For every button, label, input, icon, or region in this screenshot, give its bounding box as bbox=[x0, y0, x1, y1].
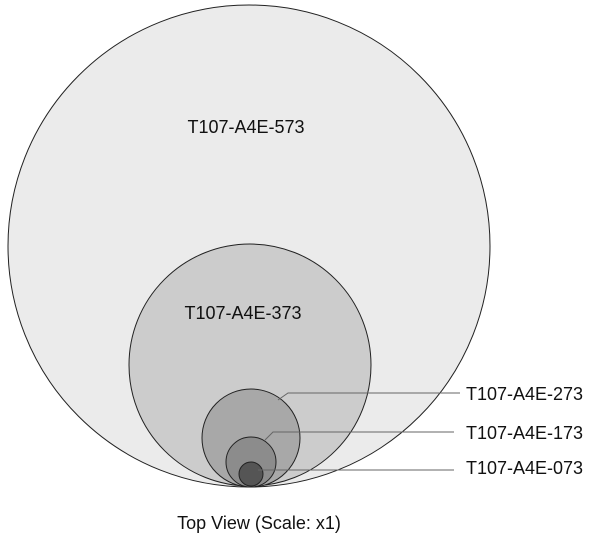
view-caption: Top View (Scale: x1) bbox=[177, 513, 341, 533]
part-573-label: T107-A4E-573 bbox=[187, 117, 304, 137]
part-373-label: T107-A4E-373 bbox=[184, 303, 301, 323]
part-273-callout: T107-A4E-273 bbox=[466, 384, 583, 404]
part-073-callout: T107-A4E-073 bbox=[466, 458, 583, 478]
part-173-callout: T107-A4E-173 bbox=[466, 423, 583, 443]
part-073-circle bbox=[238, 461, 264, 487]
part-173-leader bbox=[264, 431, 454, 441]
part-273-leader bbox=[277, 392, 460, 401]
